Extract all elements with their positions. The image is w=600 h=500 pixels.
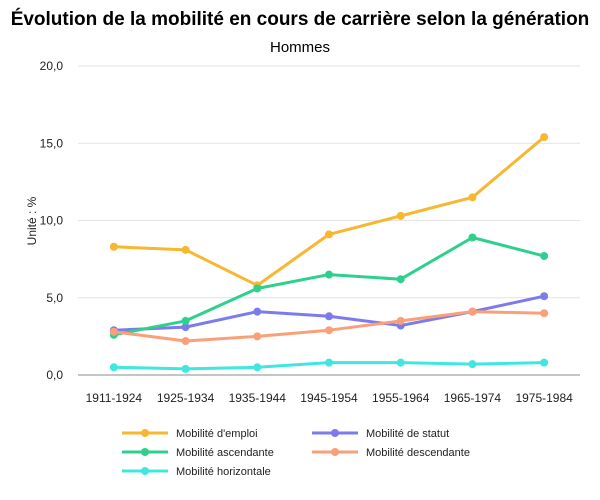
data-point — [396, 275, 405, 284]
data-point — [468, 307, 477, 316]
legend-label: Mobilité descendante — [366, 447, 470, 459]
legend-swatch-marker — [331, 429, 339, 437]
x-tick-label: 1965-1974 — [444, 391, 502, 405]
data-point — [396, 211, 405, 220]
series-group — [109, 133, 549, 373]
data-point — [181, 364, 190, 373]
data-point — [325, 270, 333, 279]
x-tick-label: 1935-1944 — [229, 391, 287, 405]
series-3 — [109, 233, 549, 339]
data-point — [396, 358, 405, 367]
legend-item: Mobilité descendante — [312, 447, 470, 459]
data-point — [253, 363, 262, 372]
grid-lines — [78, 65, 580, 376]
data-point — [253, 307, 262, 316]
x-tick-label: 1925-1934 — [157, 391, 215, 405]
x-tick-labels: 1911-1924 1925-1934 1935-1944 1945-1954 1955… — [86, 391, 574, 405]
legend-label: Mobilité de statut — [366, 428, 449, 440]
legend-label: Mobilité horizontale — [176, 466, 271, 478]
data-point — [540, 252, 549, 261]
data-point — [109, 327, 118, 336]
x-tick-label: 1945-1954 — [300, 391, 358, 405]
legend: Mobilité d'emploi Mobilité de statut Mobil… — [122, 428, 470, 478]
data-point — [325, 358, 333, 367]
x-tick-label: 1955-1964 — [372, 391, 430, 405]
data-point — [540, 309, 549, 318]
chart-title: Évolution de la mobilité en cours de car… — [11, 8, 590, 30]
data-point — [468, 233, 477, 242]
series-1 — [109, 133, 549, 290]
y-axis-label: Unité : % — [25, 196, 39, 245]
legend-swatch-marker — [141, 448, 149, 456]
data-point — [325, 312, 333, 321]
legend-item: Mobilité horizontale — [122, 466, 271, 478]
y-tick-labels: 0,0 5,0 10,0 15,0 20,0 — [40, 59, 64, 382]
data-point — [468, 193, 477, 202]
legend-item: Mobilité de statut — [312, 428, 449, 440]
data-point — [325, 326, 333, 335]
legend-label: Mobilité d'emploi — [176, 428, 258, 440]
x-tick-label: 1975-1984 — [515, 391, 573, 405]
legend-swatch-marker — [141, 429, 149, 437]
y-tick-label: 5,0 — [46, 291, 63, 305]
data-point — [468, 360, 477, 369]
data-point — [253, 332, 262, 341]
data-point — [181, 323, 190, 332]
data-point — [325, 230, 333, 239]
y-tick-label: 10,0 — [40, 214, 64, 228]
legend-item: Mobilité ascendante — [122, 447, 274, 459]
y-tick-label: 15,0 — [40, 136, 64, 150]
data-point — [181, 245, 190, 254]
series-line — [112, 135, 546, 287]
series-4 — [109, 307, 549, 346]
y-tick-label: 0,0 — [46, 368, 63, 382]
data-point — [181, 337, 190, 346]
data-point — [396, 316, 405, 325]
legend-swatch-marker — [141, 467, 149, 475]
data-point — [253, 284, 262, 293]
y-tick-label: 20,0 — [40, 59, 64, 73]
x-tick-label: 1911-1924 — [86, 391, 143, 405]
data-point — [540, 133, 549, 142]
data-point — [181, 316, 190, 325]
chart-subtitle: Hommes — [270, 39, 330, 56]
series-5 — [109, 358, 549, 373]
data-point — [109, 242, 118, 251]
data-point — [109, 363, 118, 372]
legend-label: Mobilité ascendante — [176, 447, 274, 459]
legend-item: Mobilité d'emploi — [122, 428, 258, 440]
data-point — [540, 358, 549, 367]
legend-swatch-marker — [331, 448, 339, 456]
data-point — [540, 292, 549, 301]
